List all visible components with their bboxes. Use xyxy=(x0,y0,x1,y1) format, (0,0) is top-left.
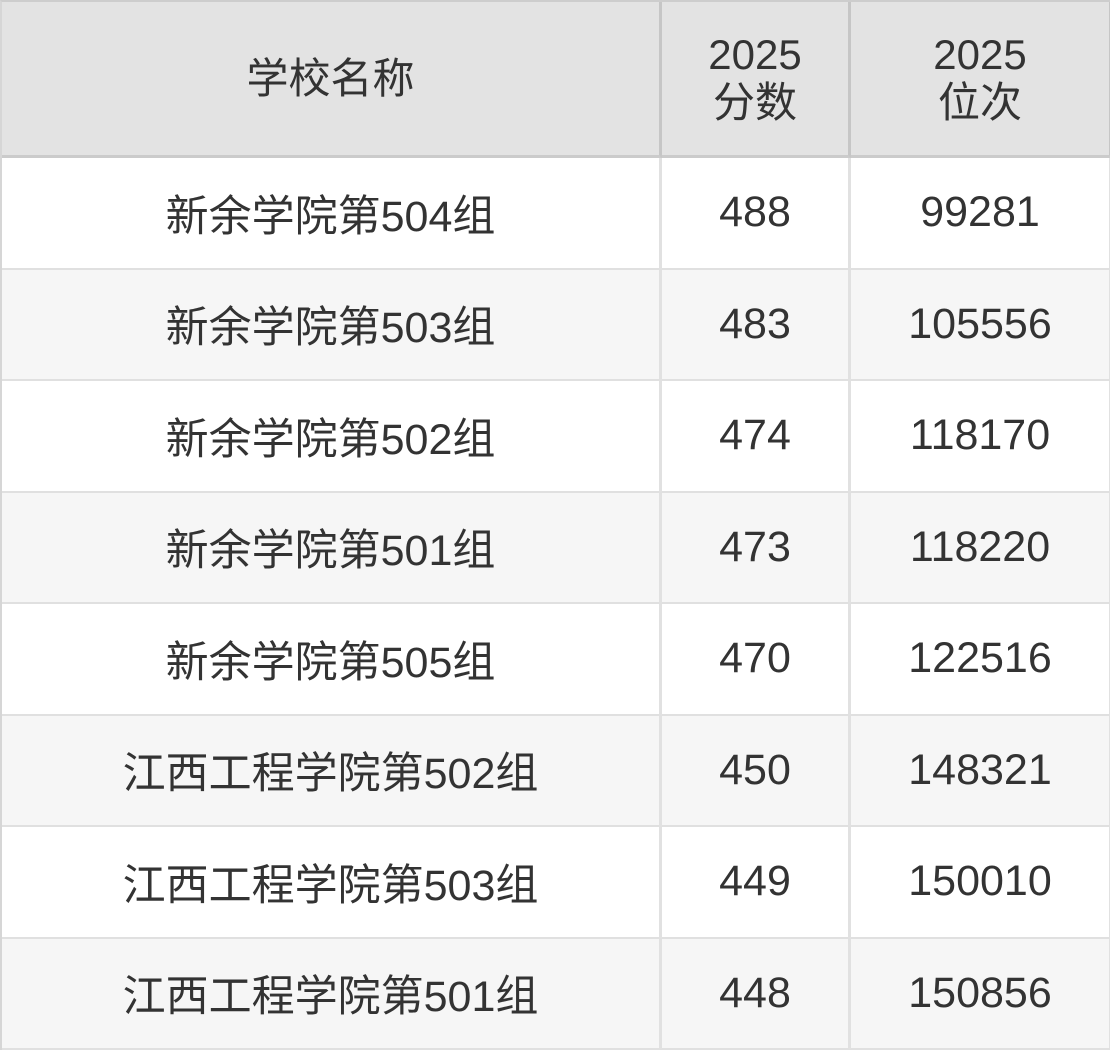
table-cell-score: 448 xyxy=(662,938,851,1050)
table-cell-school: 新余学院第501组 xyxy=(2,492,662,604)
column-header-school-name: 学校名称 xyxy=(2,2,662,158)
table-cell-score: 483 xyxy=(662,269,851,381)
table-cell-score: 488 xyxy=(662,158,851,270)
table-cell-school: 江西工程学院第503组 xyxy=(2,827,662,939)
table-cell-score: 470 xyxy=(662,604,851,716)
table-cell-rank: 150010 xyxy=(851,827,1110,939)
table-cell-rank: 118170 xyxy=(851,381,1110,493)
column-header-2025-score: 2025 分数 xyxy=(662,2,851,158)
table-cell-school: 新余学院第505组 xyxy=(2,604,662,716)
column-header-2025-rank: 2025 位次 xyxy=(851,2,1110,158)
table-cell-school: 江西工程学院第502组 xyxy=(2,715,662,827)
table-cell-score: 449 xyxy=(662,827,851,939)
table-cell-rank: 105556 xyxy=(851,269,1110,381)
table-cell-rank: 118220 xyxy=(851,492,1110,604)
table-cell-school: 江西工程学院第501组 xyxy=(2,938,662,1050)
table-cell-rank: 148321 xyxy=(851,715,1110,827)
table-cell-score: 450 xyxy=(662,715,851,827)
table-cell-school: 新余学院第504组 xyxy=(2,158,662,270)
table-cell-rank: 122516 xyxy=(851,604,1110,716)
table-cell-rank: 99281 xyxy=(851,158,1110,270)
table-cell-school: 新余学院第503组 xyxy=(2,269,662,381)
table-cell-score: 473 xyxy=(662,492,851,604)
table-cell-school: 新余学院第502组 xyxy=(2,381,662,493)
table-cell-rank: 150856 xyxy=(851,938,1110,1050)
table-cell-score: 474 xyxy=(662,381,851,493)
